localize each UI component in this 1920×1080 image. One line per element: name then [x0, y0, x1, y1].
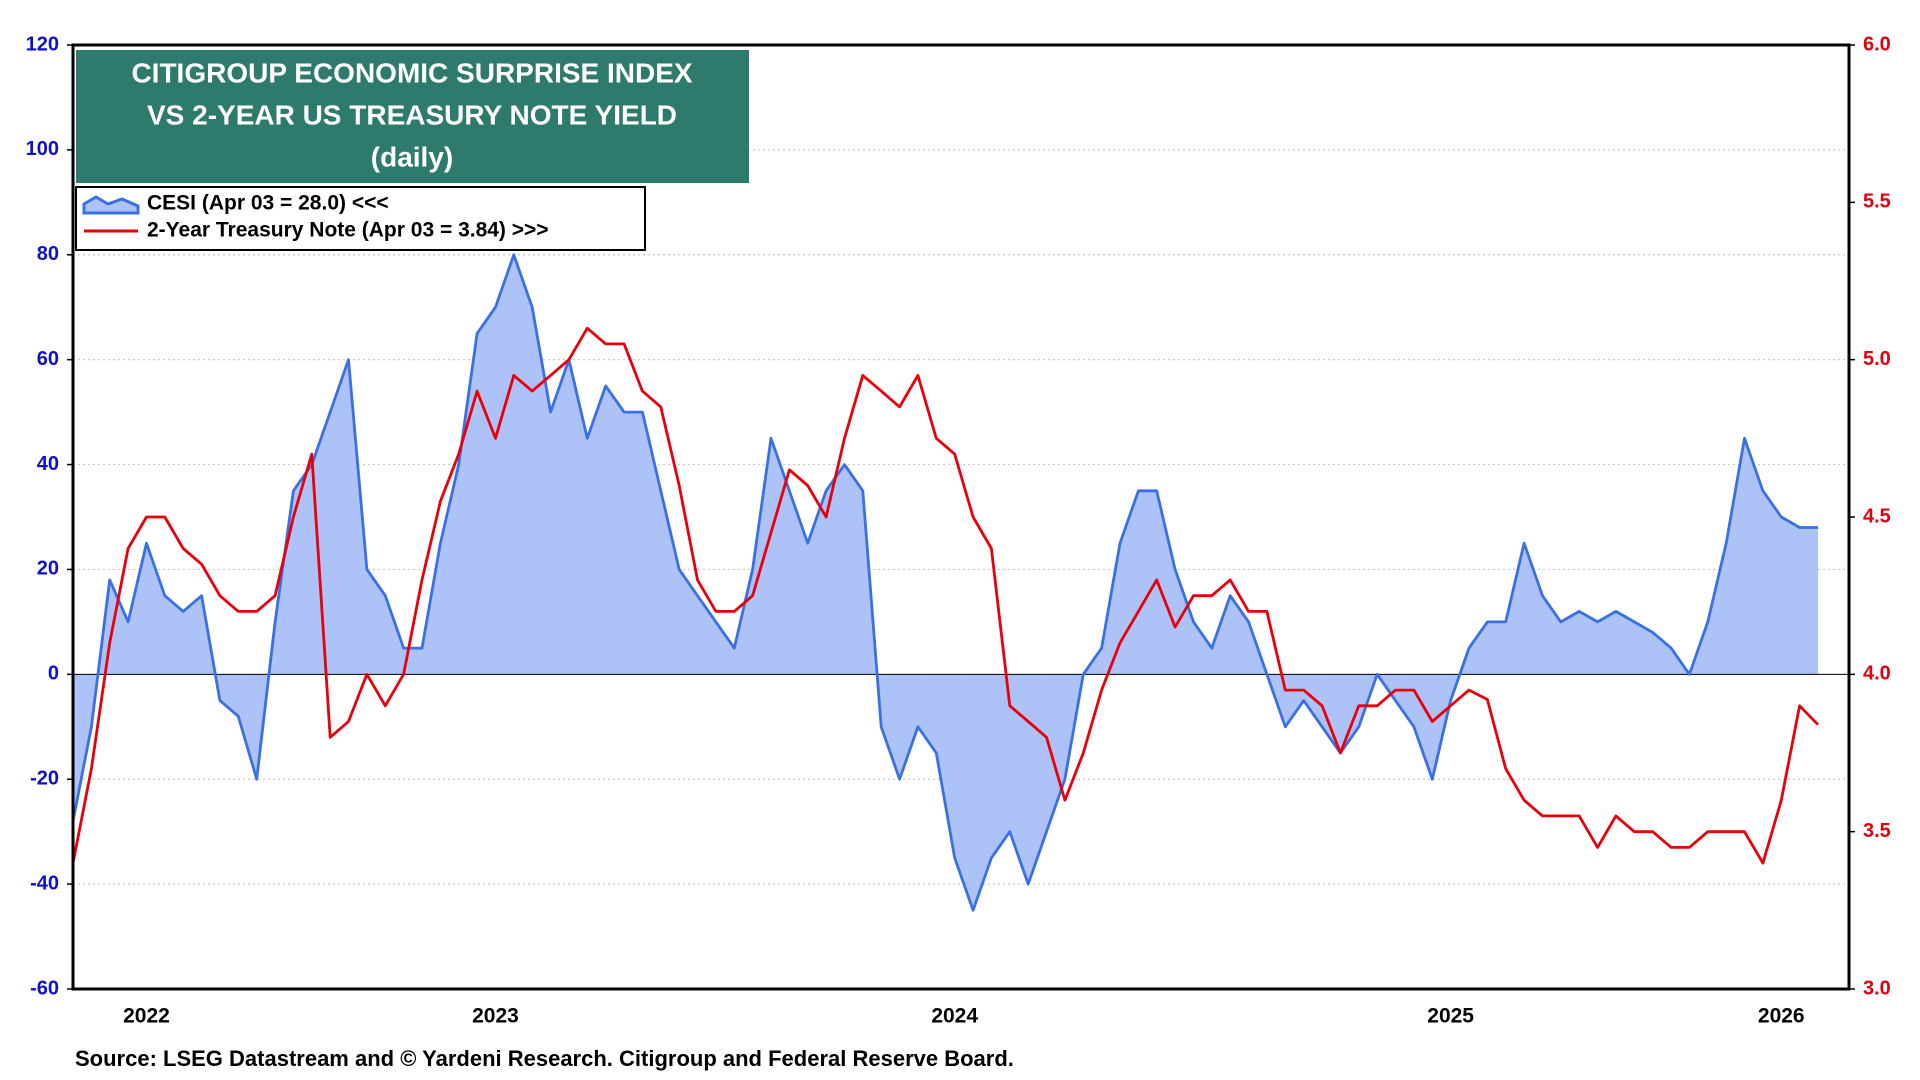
x-tick-label: 2022 — [123, 1005, 170, 1028]
chart-title: (daily) — [371, 141, 453, 172]
y2-tick-label: 3.5 — [1863, 820, 1891, 842]
y-tick-label: 120 — [26, 33, 59, 55]
x-tick-label: 2023 — [472, 1005, 519, 1028]
title-box — [76, 50, 749, 183]
area — [73, 254, 1818, 911]
y-tick-label: -20 — [30, 768, 59, 790]
plot-frame — [71, 43, 1851, 991]
legend-label: 2-Year Treasury Note (Apr 03 = 3.84) >>> — [147, 219, 549, 242]
y-tick-label: 0 — [48, 663, 59, 685]
y-tick-label: 60 — [37, 348, 59, 370]
y2-tick-label: 5.0 — [1863, 348, 1891, 370]
source-note: Source: LSEG Datastream and © Yardeni Re… — [75, 1046, 1014, 1071]
chart-title: VS 2-YEAR US TREASURY NOTE YIELD — [147, 99, 677, 130]
y2-tick-label: 4.5 — [1863, 505, 1891, 527]
y-tick-label: 80 — [37, 243, 59, 265]
y-tick-label: 100 — [26, 138, 59, 160]
y-tick-label: 40 — [37, 453, 59, 475]
legend-swatch — [82, 195, 140, 215]
x-tick-label: 2026 — [1758, 1005, 1805, 1028]
y-tick-label: -40 — [30, 872, 59, 894]
y2-tick-label: 3.0 — [1863, 977, 1891, 999]
y2-tick-label: 6.0 — [1863, 33, 1891, 55]
y2-tick-label: 5.5 — [1863, 191, 1891, 213]
y-tick-label: 20 — [37, 558, 59, 580]
x-tick-label: 2024 — [931, 1005, 978, 1028]
x-tick-label: 2025 — [1427, 1005, 1474, 1028]
line — [71, 253, 1818, 912]
y-tick-label: -60 — [30, 977, 59, 999]
legend-box — [75, 186, 646, 251]
y2-tick-label: 4.0 — [1863, 663, 1891, 685]
line — [71, 326, 1820, 865]
chart-title: CITIGROUP ECONOMIC SURPRISE INDEX — [131, 57, 692, 88]
legend-label: CESI (Apr 03 = 28.0) <<< — [147, 192, 389, 215]
